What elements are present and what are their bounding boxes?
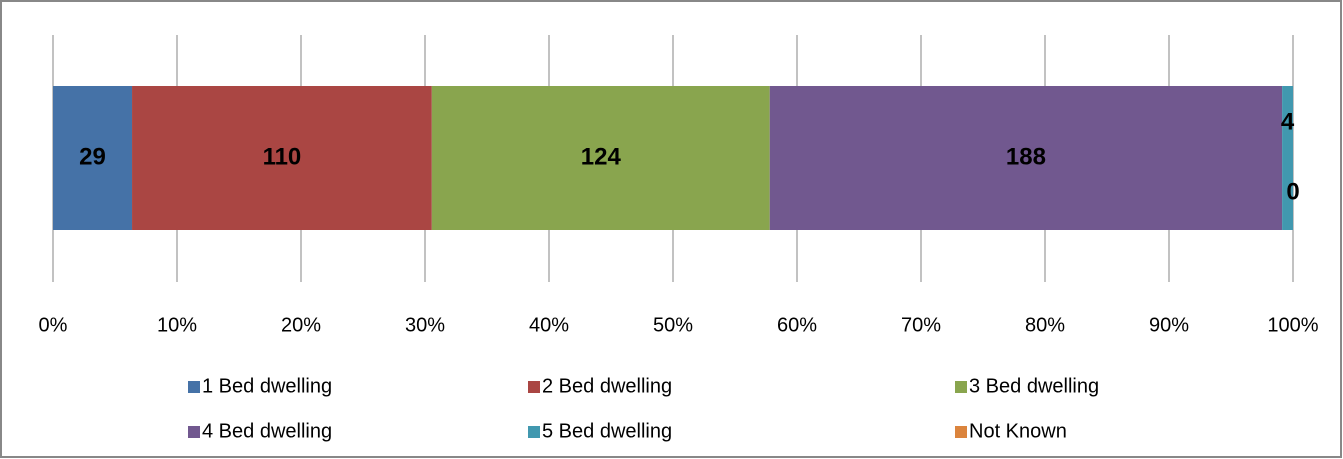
x-tick-label: 50% — [653, 314, 693, 336]
x-tick-label: 10% — [157, 314, 197, 336]
data-label: 29 — [79, 143, 106, 170]
x-tick-label: 60% — [777, 314, 817, 336]
x-tick-label: 30% — [405, 314, 445, 336]
bar-segment — [132, 86, 432, 230]
x-tick-label: 0% — [39, 314, 68, 336]
data-label: 4 — [1281, 108, 1295, 135]
data-label: 110 — [263, 143, 302, 170]
legend-label: 3 Bed dwelling — [969, 375, 1099, 397]
data-label: 0 — [1286, 178, 1299, 205]
bar-segment — [1282, 86, 1293, 230]
x-tick-label: 100% — [1267, 314, 1318, 336]
bar-segment — [431, 86, 770, 230]
legend-swatch — [528, 381, 540, 393]
legend-label: 5 Bed dwelling — [542, 420, 672, 442]
x-tick-label: 40% — [529, 314, 569, 336]
legend-label: 1 Bed dwelling — [202, 375, 332, 397]
x-tick-label: 20% — [281, 314, 321, 336]
x-tick-label: 70% — [901, 314, 941, 336]
legend-label: Not Known — [969, 420, 1067, 442]
bar-segment — [53, 86, 133, 230]
legend-label: 2 Bed dwelling — [542, 375, 672, 397]
bar-segment — [769, 86, 1283, 230]
legend-swatch — [955, 381, 967, 393]
legend-swatch — [955, 426, 967, 438]
data-label: 188 — [1006, 143, 1046, 170]
x-tick-label: 90% — [1149, 314, 1189, 336]
legend-label: 4 Bed dwelling — [202, 420, 332, 442]
legend-swatch — [528, 426, 540, 438]
data-label: 124 — [581, 143, 622, 170]
legend-swatch — [188, 381, 200, 393]
legend-swatch — [188, 426, 200, 438]
x-tick-label: 80% — [1025, 314, 1065, 336]
